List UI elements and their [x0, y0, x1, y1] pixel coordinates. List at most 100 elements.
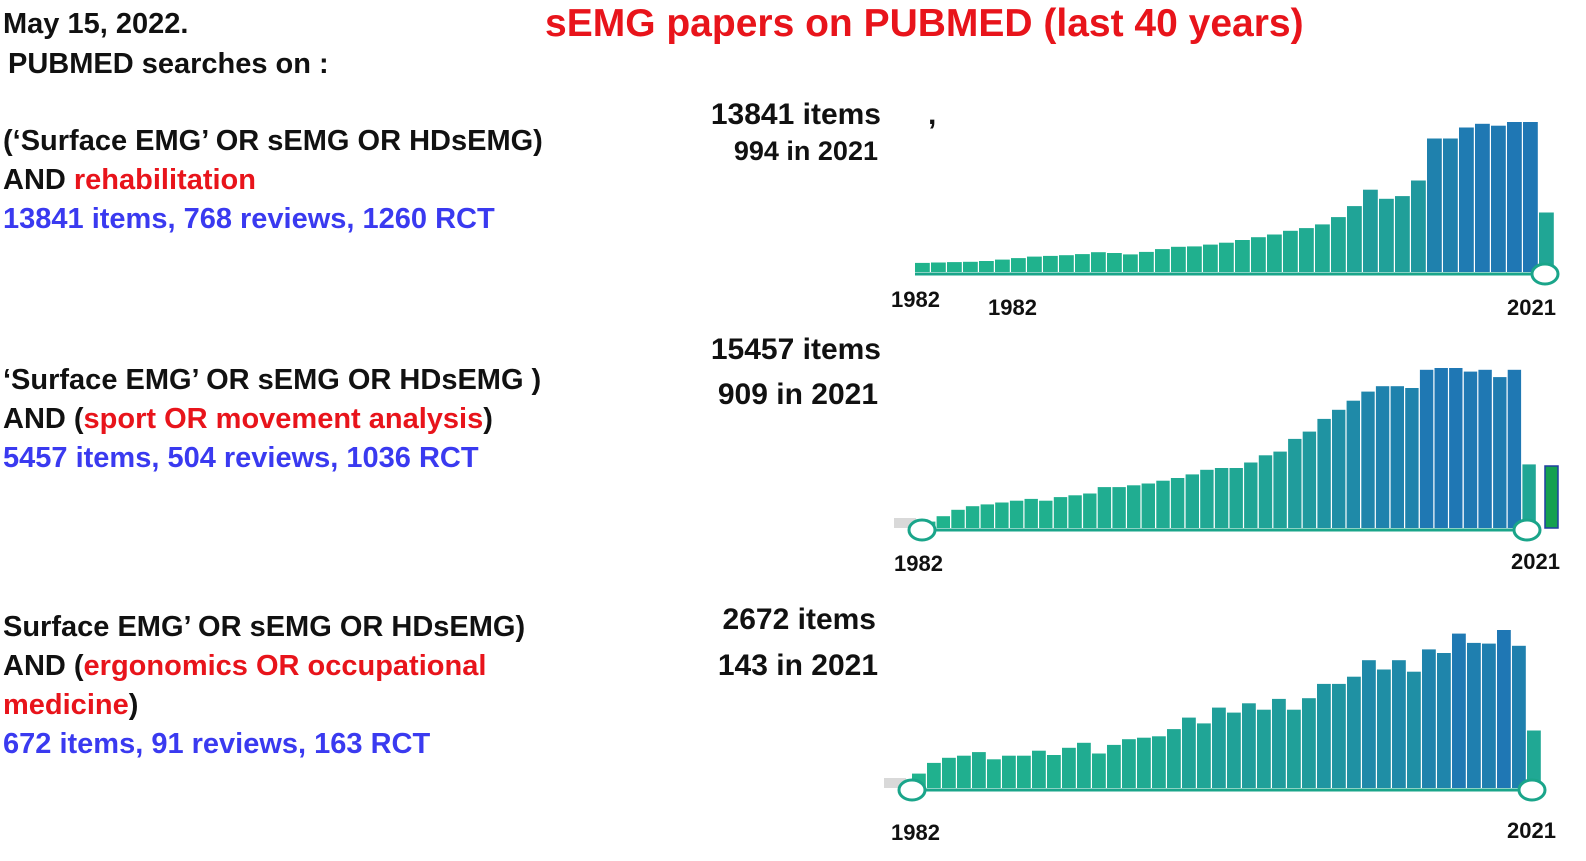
bar-1985 [957, 755, 971, 788]
query-and-3: AND ( [3, 650, 84, 682]
bar-2003 [1227, 712, 1241, 788]
bar-1991 [1047, 755, 1061, 788]
bar-2010 [1332, 409, 1346, 528]
bar-1989 [1024, 498, 1038, 528]
bar-2004 [1244, 462, 1258, 528]
bar-1996 [1127, 485, 1141, 528]
range-handle-start[interactable] [897, 778, 927, 802]
bar-2015 [1443, 138, 1458, 272]
bar-2009 [1317, 683, 1331, 788]
bar-1990 [1039, 500, 1053, 528]
query-line-3: Surface EMG’ OR sEMG OR HDsEMG) [3, 611, 526, 643]
items-2021-3: 143 in 2021 [717, 649, 878, 682]
bar-1999 [1170, 478, 1185, 528]
histogram-chart-2 [894, 368, 1559, 542]
date-label: May 15, 2022. [3, 8, 189, 40]
bar-2008 [1302, 431, 1317, 528]
histogram-chart-1 [915, 122, 1560, 286]
bar-2021 [1497, 630, 1511, 788]
bar-2001 [1197, 723, 1211, 788]
bar-2018 [1491, 125, 1506, 272]
bar-1991 [1059, 255, 1074, 272]
bar-1992 [1068, 495, 1082, 528]
bar-1990 [1043, 255, 1058, 272]
bar-2000 [1185, 474, 1199, 528]
bar-2017 [1475, 123, 1490, 272]
bar-1996 [1139, 251, 1154, 272]
bar-2022 [1507, 369, 1522, 528]
bar-2001 [1200, 469, 1214, 528]
bar-2014 [1427, 138, 1442, 272]
bar-2002 [1235, 240, 1250, 272]
range-handle-end[interactable] [1512, 518, 1542, 542]
bar-1984 [942, 757, 956, 788]
bar-1984 [947, 262, 962, 272]
bar-2019 [1507, 122, 1522, 272]
bar-1986 [972, 752, 986, 788]
bar-1992 [1062, 747, 1076, 788]
bar-2012 [1361, 391, 1375, 528]
bar-2014 [1390, 386, 1404, 528]
bar-2004 [1242, 703, 1256, 788]
range-handle-end[interactable] [1530, 262, 1560, 286]
bar-2011 [1346, 400, 1360, 528]
bar-1991 [1053, 497, 1068, 528]
bar-1997 [1141, 483, 1155, 528]
axis-label-start-1: 1982 [891, 287, 940, 312]
range-handle-end[interactable] [1517, 778, 1547, 802]
query-line-1: (‘Surface EMG’ OR sEMG OR HDsEMG) [3, 125, 543, 157]
bar-1996 [1122, 739, 1136, 788]
query-counts-1: 13841 items, 768 reviews, 1260 RCT [3, 203, 495, 235]
bar-2000 [1182, 717, 1196, 788]
bar-2005 [1257, 709, 1271, 788]
bar-2023 [1522, 464, 1536, 528]
bar-2011 [1347, 676, 1361, 788]
bar-2012 [1362, 660, 1376, 788]
bar-1984 [951, 509, 965, 528]
bar-1990 [1032, 750, 1046, 788]
bar-1988 [1009, 500, 1024, 528]
bar-1983 [931, 262, 946, 272]
query-and-line-2: AND (sport OR movement analysis) [3, 400, 541, 439]
bar-2016 [1459, 127, 1474, 272]
query-close-3b: ) [128, 689, 139, 721]
bar-2008 [1331, 217, 1346, 272]
query-topic-1: rehabilitation [73, 164, 256, 196]
query-and-1: AND [3, 164, 74, 196]
bar-2005 [1283, 230, 1298, 272]
bar-2020 [1478, 369, 1492, 528]
bar-2012 [1395, 196, 1410, 272]
bar-1983 [927, 762, 941, 788]
range-handle-start[interactable] [907, 518, 937, 542]
bar-2006 [1299, 228, 1314, 272]
bar-2018 [1449, 368, 1463, 528]
bar-1999 [1167, 729, 1181, 788]
bar-1999 [1187, 246, 1202, 272]
bar-1989 [1017, 755, 1031, 788]
bar-1993 [1083, 493, 1097, 528]
bar-2006 [1272, 698, 1286, 788]
items-total-3: 2672 items [722, 603, 876, 636]
comma-mark-1: , [928, 98, 937, 131]
histogram-chart-3 [884, 630, 1547, 802]
bar-1995 [1107, 744, 1121, 788]
bar-1994 [1092, 753, 1106, 788]
items-2021-1: 994 in 2021 [733, 136, 878, 166]
bar-1995 [1123, 254, 1138, 272]
bar-2007 [1288, 438, 1302, 528]
bar-1986 [979, 261, 994, 272]
bar-1995 [1112, 487, 1126, 528]
bar-2019 [1463, 371, 1478, 528]
bar-2009 [1317, 418, 1331, 528]
bar-2000 [1203, 244, 1218, 272]
bar-2003 [1251, 237, 1266, 272]
bar-2009 [1347, 206, 1362, 272]
bar-2002 [1214, 468, 1229, 528]
bar-2007 [1315, 224, 1330, 272]
bar-1993 [1077, 742, 1091, 788]
bar-2003 [1229, 468, 1243, 528]
bar-1987 [995, 259, 1010, 272]
bar-2020 [1523, 122, 1538, 272]
query-line-3b: medicine) [3, 686, 525, 725]
bar-2021 [1493, 377, 1507, 528]
